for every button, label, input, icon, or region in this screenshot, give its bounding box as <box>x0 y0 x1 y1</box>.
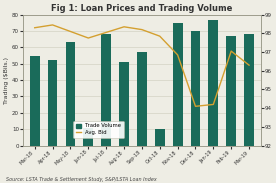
Bar <box>173 23 182 146</box>
Bar <box>155 129 165 146</box>
Bar <box>30 56 40 146</box>
Bar <box>190 31 200 146</box>
Title: Fig 1: Loan Prices and Trading Volume: Fig 1: Loan Prices and Trading Volume <box>51 4 233 13</box>
Bar <box>65 42 75 146</box>
Text: Source: LSTA Trade & Settlement Study, S&P/LSTA Loan Index: Source: LSTA Trade & Settlement Study, S… <box>6 177 156 182</box>
Bar <box>83 128 93 146</box>
Bar <box>244 34 254 146</box>
Bar <box>137 52 147 146</box>
Bar <box>101 34 111 146</box>
Bar <box>226 36 236 146</box>
Bar <box>208 20 218 146</box>
Bar <box>119 62 129 146</box>
Bar <box>48 60 57 146</box>
Legend: Trade Volume, Avg. Bid: Trade Volume, Avg. Bid <box>73 121 124 138</box>
Y-axis label: Trading ($Bils.): Trading ($Bils.) <box>4 57 9 104</box>
